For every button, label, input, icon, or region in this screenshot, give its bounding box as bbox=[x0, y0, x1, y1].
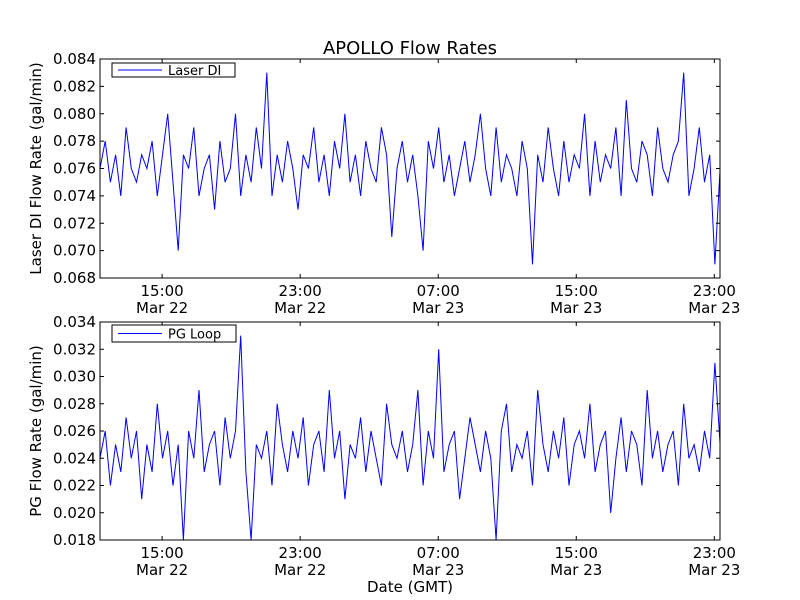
y-tick-label: 0.034 bbox=[53, 313, 96, 331]
x-tick-date-label: Mar 23 bbox=[412, 299, 464, 317]
legend-label: Laser DI bbox=[168, 64, 221, 79]
y-tick-label: 0.072 bbox=[53, 214, 96, 232]
pg-loop-panel: 0.018 0.020 0.022 0.024 0.026 0.028 0.030 0.032… bbox=[27, 313, 740, 579]
x-tick-date-label: Mar 22 bbox=[136, 299, 188, 317]
y-axis-label: PG Flow Rate (gal/min) bbox=[27, 345, 45, 517]
x-tick-time-label: 15:00 bbox=[141, 282, 184, 300]
y-axis-label: Laser DI Flow Rate (gal/min) bbox=[27, 62, 45, 274]
x-tick-time-label: 15:00 bbox=[555, 544, 598, 562]
x-tick-date-label: Mar 23 bbox=[550, 299, 602, 317]
y-tick-label: 0.074 bbox=[53, 187, 96, 205]
x-tick-date-label: Mar 23 bbox=[688, 299, 740, 317]
y-tick-label: 0.032 bbox=[53, 340, 96, 358]
x-tick-date-label: Mar 23 bbox=[688, 561, 740, 579]
y-tick-label: 0.070 bbox=[53, 242, 96, 260]
x-tick-time-label: 15:00 bbox=[555, 282, 598, 300]
x-tick-date-label: Mar 22 bbox=[136, 561, 188, 579]
y-tick-label: 0.028 bbox=[53, 395, 96, 413]
y-tick-label: 0.022 bbox=[53, 477, 96, 495]
y-tick-label: 0.078 bbox=[53, 132, 96, 150]
y-tick-label: 0.084 bbox=[53, 50, 96, 68]
y-tick-label: 0.076 bbox=[53, 160, 96, 178]
y-tick-label: 0.018 bbox=[53, 531, 96, 549]
laser-di-panel: 0.068 0.070 0.072 0.074 0.076 0.078 0.080 0.082… bbox=[27, 50, 740, 317]
x-tick-date-label: Mar 22 bbox=[274, 299, 326, 317]
x-tick-date-label: Mar 22 bbox=[274, 561, 326, 579]
x-tick-time-label: 23:00 bbox=[279, 282, 322, 300]
x-tick-time-label: 07:00 bbox=[417, 544, 460, 562]
x-tick-time-label: 23:00 bbox=[693, 282, 736, 300]
x-tick-date-label: Mar 23 bbox=[550, 561, 602, 579]
y-tick-label: 0.024 bbox=[53, 449, 96, 467]
y-tick-label: 0.068 bbox=[53, 269, 96, 287]
x-tick-date-label: Mar 23 bbox=[412, 561, 464, 579]
y-tick-label: 0.026 bbox=[53, 422, 96, 440]
y-tick-label: 0.030 bbox=[53, 368, 96, 386]
chart-title: APOLLO Flow Rates bbox=[323, 38, 497, 59]
y-tick-label: 0.082 bbox=[53, 77, 96, 95]
series-line-0 bbox=[100, 72, 720, 265]
x-tick-time-label: 15:00 bbox=[141, 544, 184, 562]
y-tick-label: 0.020 bbox=[53, 504, 96, 522]
axes-frame bbox=[99, 321, 721, 541]
x-axis-label: Date (GMT) bbox=[367, 578, 453, 596]
x-tick-time-label: 23:00 bbox=[279, 544, 322, 562]
y-tick-label: 0.080 bbox=[53, 105, 96, 123]
x-tick-time-label: 23:00 bbox=[693, 544, 736, 562]
legend: Laser DI bbox=[111, 62, 236, 79]
x-tick-time-label: 07:00 bbox=[417, 282, 460, 300]
legend-label: PG Loop bbox=[168, 328, 221, 343]
series-line-1 bbox=[100, 335, 720, 540]
legend: PG Loop bbox=[111, 324, 237, 343]
